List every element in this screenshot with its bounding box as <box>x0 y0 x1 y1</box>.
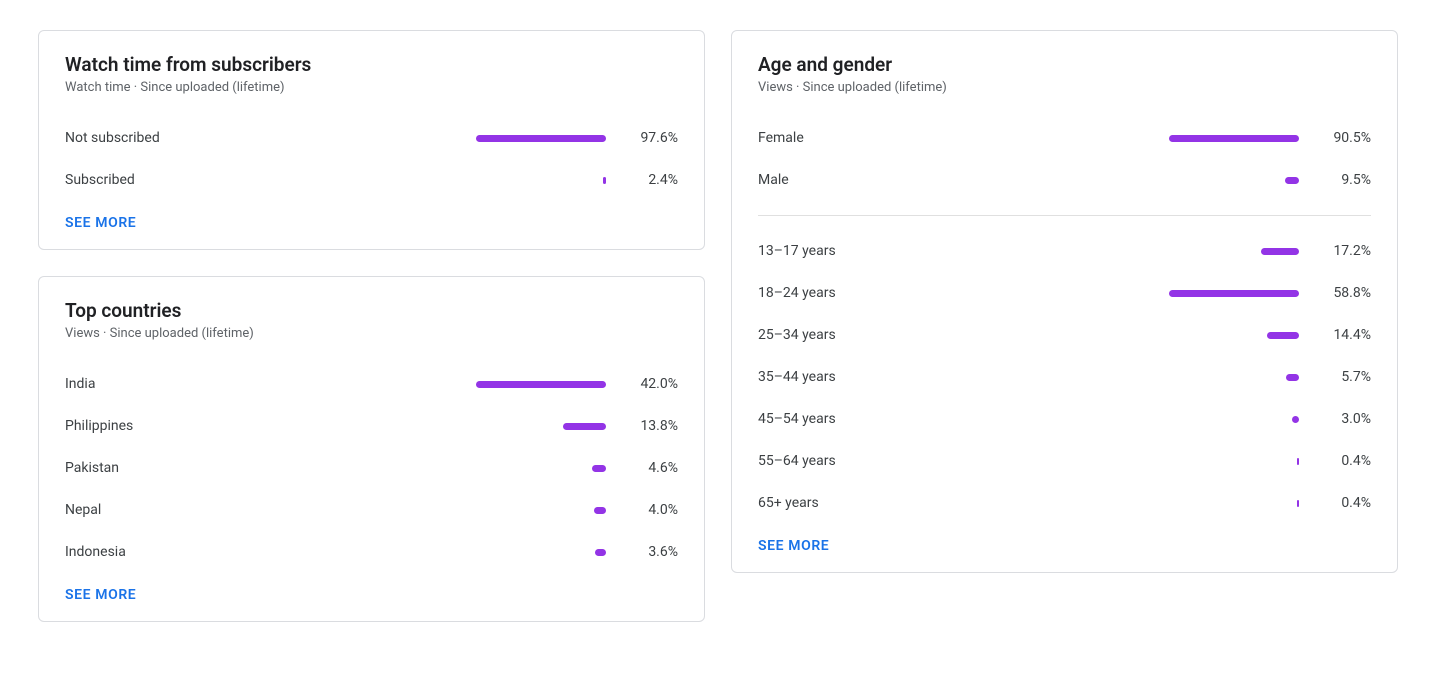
card-subscribers: Watch time from subscribers Watch time ·… <box>38 30 705 250</box>
metric-label: Indonesia <box>65 544 265 560</box>
metric-row: Female 90.5% <box>758 117 1371 159</box>
card-age-gender-rows: Female 90.5% Male 9.5% 13–17 years 17.2% 18–24… <box>758 117 1371 524</box>
metric-value: 3.6% <box>620 544 678 560</box>
metric-label: Female <box>758 130 958 146</box>
metric-value: 4.6% <box>620 460 678 476</box>
metric-bar <box>592 465 606 472</box>
metric-label: Pakistan <box>65 460 265 476</box>
metric-bar-track <box>958 248 1313 255</box>
metric-row: 25–34 years 14.4% <box>758 314 1371 356</box>
metric-row: Philippines 13.8% <box>65 405 678 447</box>
metric-label: Not subscribed <box>65 130 265 146</box>
metric-bar-track <box>958 500 1313 507</box>
metric-bar-track <box>958 416 1313 423</box>
card-subtitle: Watch time · Since uploaded (lifetime) <box>65 80 678 95</box>
card-title: Top countries <box>65 299 678 322</box>
card-subtitle: Views · Since uploaded (lifetime) <box>758 80 1371 95</box>
metric-bar <box>1297 458 1299 465</box>
metric-bar <box>476 135 606 142</box>
metric-label: 35–44 years <box>758 369 958 385</box>
metric-label: 65+ years <box>758 495 958 511</box>
card-title: Age and gender <box>758 53 1371 76</box>
metric-bar-track <box>958 135 1313 142</box>
group-divider <box>758 215 1371 216</box>
metric-row: Not subscribed 97.6% <box>65 117 678 159</box>
metric-label: 13–17 years <box>758 243 958 259</box>
see-more-button[interactable]: SEE MORE <box>758 538 1371 554</box>
metric-value: 42.0% <box>620 376 678 392</box>
metric-label: Subscribed <box>65 172 265 188</box>
metric-row: 55–64 years 0.4% <box>758 440 1371 482</box>
metric-value: 4.0% <box>620 502 678 518</box>
metric-bar-track <box>265 135 620 142</box>
metric-row: 13–17 years 17.2% <box>758 230 1371 272</box>
card-subscribers-rows: Not subscribed 97.6% Subscribed 2.4% <box>65 117 678 201</box>
metric-bar-track <box>958 332 1313 339</box>
card-age-gender: Age and gender Views · Since uploaded (l… <box>731 30 1398 573</box>
metric-value: 0.4% <box>1313 495 1371 511</box>
metric-label: Male <box>758 172 958 188</box>
metric-bar-track <box>958 458 1313 465</box>
metric-value: 97.6% <box>620 130 678 146</box>
metric-row: Indonesia 3.6% <box>65 531 678 573</box>
metric-bar-track <box>958 290 1313 297</box>
metric-label: 18–24 years <box>758 285 958 301</box>
metric-bar <box>1285 177 1299 184</box>
metric-bar <box>1169 135 1299 142</box>
metric-row: Subscribed 2.4% <box>65 159 678 201</box>
metric-value: 3.0% <box>1313 411 1371 427</box>
right-column: Age and gender Views · Since uploaded (l… <box>731 30 1398 573</box>
metric-row: 18–24 years 58.8% <box>758 272 1371 314</box>
card-countries: Top countries Views · Since uploaded (li… <box>38 276 705 622</box>
metric-bar <box>603 177 606 184</box>
metric-row: Pakistan 4.6% <box>65 447 678 489</box>
metric-bar <box>1292 416 1299 423</box>
metric-bar <box>563 423 606 430</box>
metric-bar-track <box>265 507 620 514</box>
metric-bar <box>595 549 606 556</box>
metric-bar-track <box>958 374 1313 381</box>
metric-bar-track <box>958 177 1313 184</box>
metric-row: Male 9.5% <box>758 159 1371 201</box>
card-countries-rows: India 42.0% Philippines 13.8% Pakistan 4.6% Ne… <box>65 363 678 573</box>
card-subtitle: Views · Since uploaded (lifetime) <box>65 326 678 341</box>
metric-label: Nepal <box>65 502 265 518</box>
metric-bar-track <box>265 465 620 472</box>
metric-row: 35–44 years 5.7% <box>758 356 1371 398</box>
metric-bar-track <box>265 423 620 430</box>
metric-bar <box>1286 374 1299 381</box>
metric-row: India 42.0% <box>65 363 678 405</box>
metric-value: 2.4% <box>620 172 678 188</box>
see-more-button[interactable]: SEE MORE <box>65 215 678 231</box>
metric-value: 14.4% <box>1313 327 1371 343</box>
metric-value: 58.8% <box>1313 285 1371 301</box>
metric-bar <box>1261 248 1299 255</box>
metric-value: 13.8% <box>620 418 678 434</box>
left-column: Watch time from subscribers Watch time ·… <box>38 30 705 622</box>
metric-bar <box>1267 332 1299 339</box>
card-title: Watch time from subscribers <box>65 53 678 76</box>
metric-label: 25–34 years <box>758 327 958 343</box>
metric-value: 5.7% <box>1313 369 1371 385</box>
metric-value: 17.2% <box>1313 243 1371 259</box>
metric-bar-track <box>265 549 620 556</box>
metric-label: Philippines <box>65 418 265 434</box>
metric-bar-track <box>265 177 620 184</box>
metric-value: 9.5% <box>1313 172 1371 188</box>
metric-bar <box>1169 290 1299 297</box>
see-more-button[interactable]: SEE MORE <box>65 587 678 603</box>
metric-row: 65+ years 0.4% <box>758 482 1371 524</box>
metric-row: 45–54 years 3.0% <box>758 398 1371 440</box>
metric-value: 0.4% <box>1313 453 1371 469</box>
metric-label: 45–54 years <box>758 411 958 427</box>
metric-bar-track <box>265 381 620 388</box>
metric-bar <box>1297 500 1299 507</box>
metric-bar <box>476 381 606 388</box>
metric-label: India <box>65 376 265 392</box>
dashboard-columns: Watch time from subscribers Watch time ·… <box>38 30 1398 622</box>
metric-value: 90.5% <box>1313 130 1371 146</box>
metric-row: Nepal 4.0% <box>65 489 678 531</box>
metric-bar <box>594 507 606 514</box>
metric-label: 55–64 years <box>758 453 958 469</box>
